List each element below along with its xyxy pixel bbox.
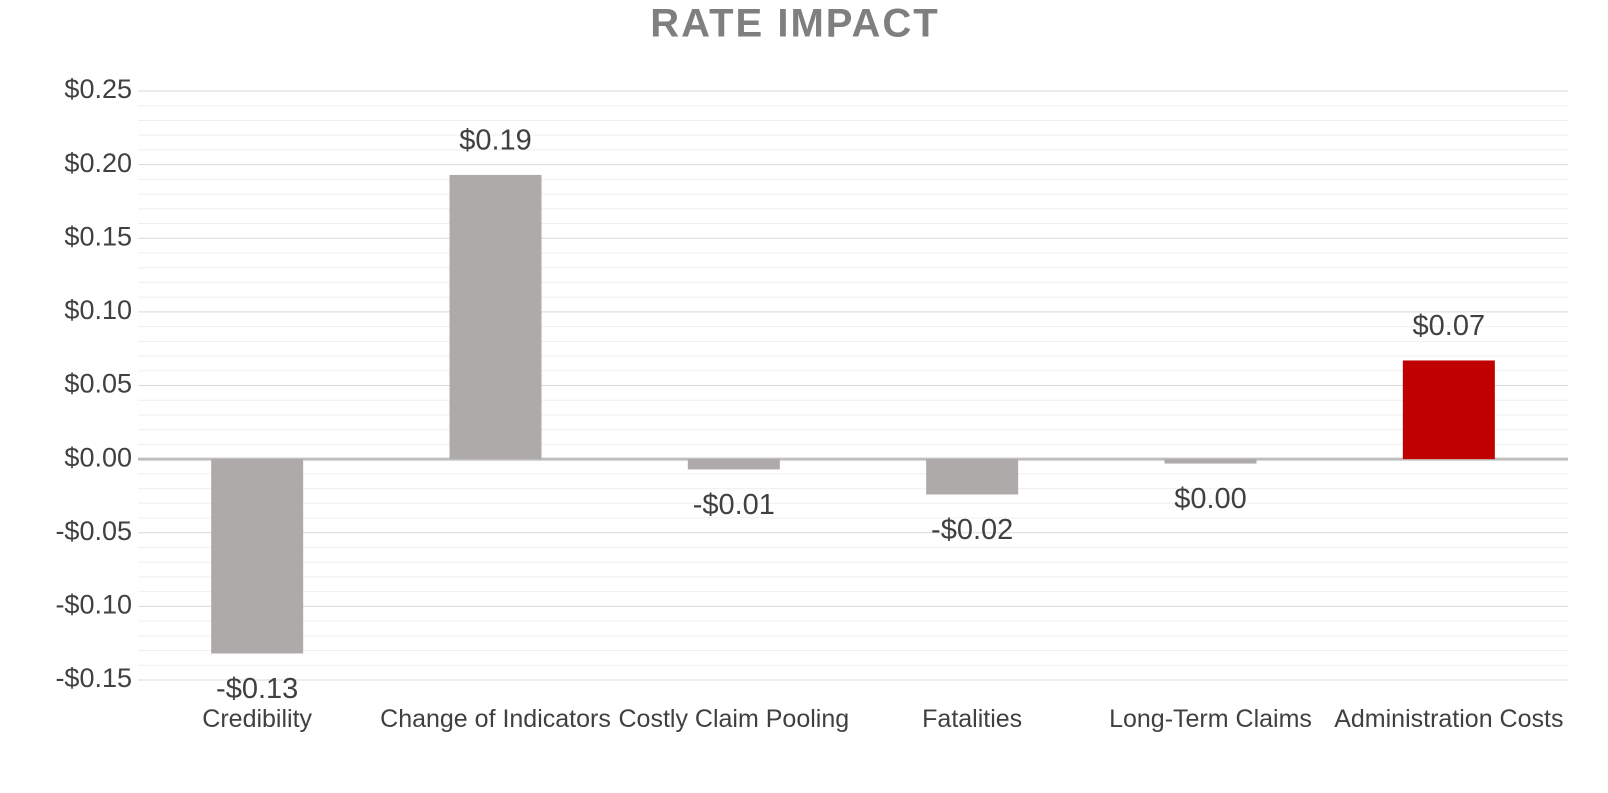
x-tick-label: Change of Indicators [380,705,611,733]
bar [687,459,780,470]
bar [926,459,1019,495]
y-tick-label: -$0.10 [55,590,132,620]
value-label: $0.19 [459,125,532,157]
bar [211,459,304,654]
y-tick-label: -$0.15 [55,663,132,693]
x-tick-label: Costly Claim Pooling [619,705,850,733]
x-tick-label: Administration Costs [1334,705,1563,733]
value-label: -$0.01 [693,489,775,521]
y-tick-label: $0.00 [64,442,132,472]
value-label: -$0.13 [216,673,298,705]
x-tick-label: Credibility [202,705,312,733]
y-tick-label: -$0.05 [55,516,132,546]
x-tick-label: Fatalities [922,705,1022,733]
value-label: -$0.02 [931,514,1013,546]
chart-title: RATE IMPACT [650,2,939,46]
y-tick-label: $0.20 [64,148,132,178]
y-tick-label: $0.10 [64,295,132,325]
x-tick-label: Long-Term Claims [1109,705,1312,733]
value-label: $0.07 [1413,310,1486,342]
bar [449,174,542,460]
y-tick-label: $0.25 [64,74,132,104]
value-label: $0.00 [1174,483,1247,515]
y-tick-label: $0.15 [64,221,132,251]
bar [1164,459,1257,464]
bar [1402,360,1495,460]
y-tick-label: $0.05 [64,369,132,399]
